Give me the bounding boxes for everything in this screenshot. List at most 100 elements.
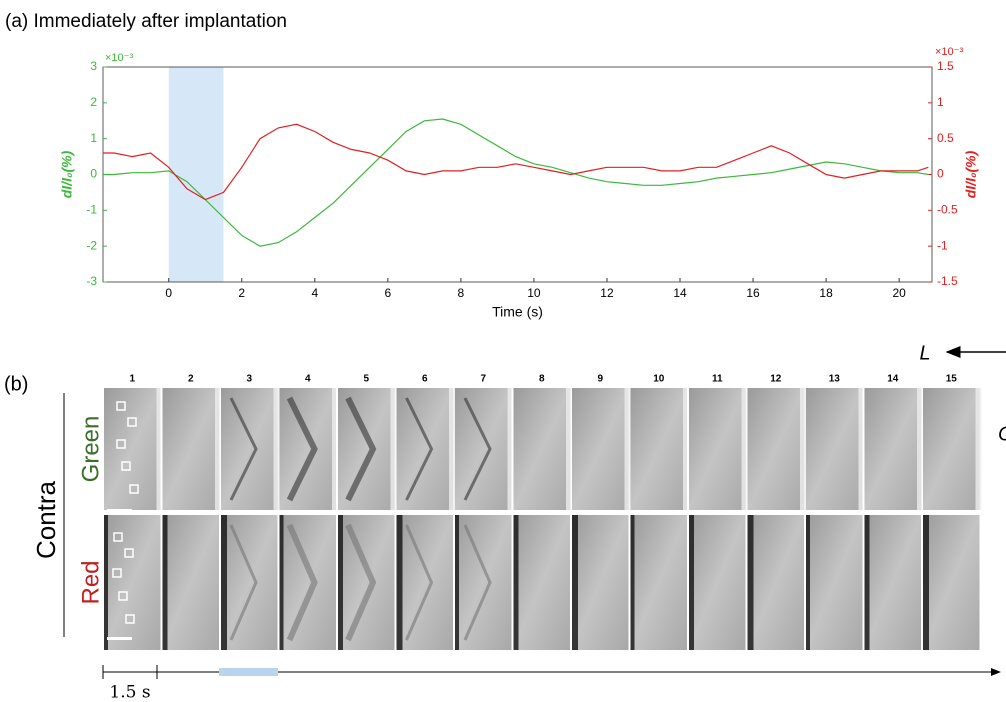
frame-number: 7 xyxy=(480,374,486,385)
image-edge xyxy=(741,388,747,510)
scale-bar xyxy=(107,509,132,512)
group-label: Contra xyxy=(31,480,61,559)
image-tile xyxy=(338,515,395,650)
frame-number: 1 xyxy=(129,374,135,385)
image-tile xyxy=(279,388,336,510)
plot-frame xyxy=(102,66,933,283)
frame-number: 14 xyxy=(887,374,899,385)
image-tile xyxy=(396,388,453,510)
x-tick-label: 8 xyxy=(458,286,465,300)
frame-number: 5 xyxy=(363,374,369,385)
x-tick-label: 18 xyxy=(819,286,833,300)
x-tick-label: 10 xyxy=(527,286,541,300)
y-axis-label: dI/I₀(%) xyxy=(59,150,75,198)
x-tick-label: 2 xyxy=(238,286,245,300)
image-panel: (b) Contra L C 1.5 s GreenRed12345678910… xyxy=(4,342,1006,702)
image-edge xyxy=(507,388,512,510)
roi-marker xyxy=(116,439,126,449)
x-tick-label: 16 xyxy=(746,286,760,300)
y2-exponent: ×10⁻³ xyxy=(935,46,963,58)
y2-tick-label: 0 xyxy=(937,167,944,181)
image-tile xyxy=(747,515,804,650)
x-tick-label: 20 xyxy=(892,286,906,300)
image-tile xyxy=(279,515,336,650)
image-edge xyxy=(800,388,806,510)
stimulus-bar xyxy=(219,668,278,676)
frame-number: 11 xyxy=(712,374,723,385)
image-tile xyxy=(689,388,746,510)
frame-number: 2 xyxy=(188,374,194,385)
image-edge xyxy=(572,515,578,650)
image-feature xyxy=(345,523,377,642)
series-line xyxy=(103,118,929,247)
image-edge xyxy=(390,388,396,510)
y2-tick-label: 1 xyxy=(937,95,944,109)
image-tile xyxy=(513,515,570,650)
direction-label: L xyxy=(919,342,930,364)
image-edge xyxy=(624,388,631,510)
frame-number: 15 xyxy=(946,374,958,385)
image-tile xyxy=(338,388,395,510)
y-tick-label: 3 xyxy=(90,59,97,73)
image-edge xyxy=(630,515,635,650)
image-tile xyxy=(806,515,863,650)
y2-tick-label: -0.5 xyxy=(937,203,958,217)
image-edge xyxy=(566,388,571,510)
time-scale-label: 1.5 s xyxy=(109,683,150,702)
series-line xyxy=(103,123,929,201)
image-edge xyxy=(279,515,284,650)
image-tile xyxy=(572,388,629,510)
image-tile xyxy=(221,388,278,510)
y-tick-label: -3 xyxy=(86,274,97,288)
image-tile xyxy=(864,388,921,510)
image-feature xyxy=(463,397,492,501)
roi-marker xyxy=(113,532,123,542)
image-edge xyxy=(221,515,227,650)
image-edge xyxy=(858,388,863,510)
image-tile xyxy=(630,388,687,510)
image-tile xyxy=(396,515,453,650)
roi-marker xyxy=(116,401,126,411)
scale-bar xyxy=(107,637,132,640)
image-edge xyxy=(864,515,870,650)
image-tile xyxy=(806,388,863,510)
roi-marker xyxy=(121,461,131,471)
y-tick-label: -1 xyxy=(86,203,97,217)
y2-tick-label: 0.5 xyxy=(937,131,954,145)
x-tick-label: 12 xyxy=(600,286,614,300)
roi-marker xyxy=(118,591,128,601)
image-tile xyxy=(747,388,804,510)
y2-tick-label: -1 xyxy=(937,238,948,252)
image-tile xyxy=(572,515,629,650)
image-feature xyxy=(463,524,492,641)
image-edge xyxy=(683,388,687,510)
image-edge xyxy=(747,515,754,650)
panel-a-title: (a) Immediately after implantation xyxy=(5,11,287,32)
image-feature xyxy=(405,524,434,641)
x-axis-label: Time (s) xyxy=(492,304,543,320)
image-edge xyxy=(449,388,455,510)
image-tile xyxy=(864,515,921,650)
image-tile xyxy=(162,388,219,510)
image-tile xyxy=(630,515,687,650)
frame-number: 8 xyxy=(539,374,545,385)
frame-number: 12 xyxy=(770,374,782,385)
image-edge xyxy=(332,388,336,510)
y-tick-label: 0 xyxy=(90,167,97,181)
image-tile xyxy=(455,515,512,650)
image-tile xyxy=(162,515,219,650)
image-feature xyxy=(405,397,434,501)
image-edge xyxy=(806,515,810,650)
image-edge xyxy=(338,515,343,650)
roi-marker xyxy=(124,548,134,558)
y-exponent: ×10⁻³ xyxy=(105,52,133,64)
image-tile xyxy=(104,515,161,650)
x-tick-label: 0 xyxy=(165,286,172,300)
image-edge xyxy=(273,388,280,510)
x-tick-label: 6 xyxy=(385,286,392,300)
frame-number: 13 xyxy=(829,374,841,385)
image-edge xyxy=(455,515,459,650)
image-tile xyxy=(689,515,746,650)
line-chart: 0 2 4 6 8 10 12 14 16 18 20-3-2-10123-1.5-1-0.500.… xyxy=(59,46,979,320)
image-tile xyxy=(923,515,980,650)
